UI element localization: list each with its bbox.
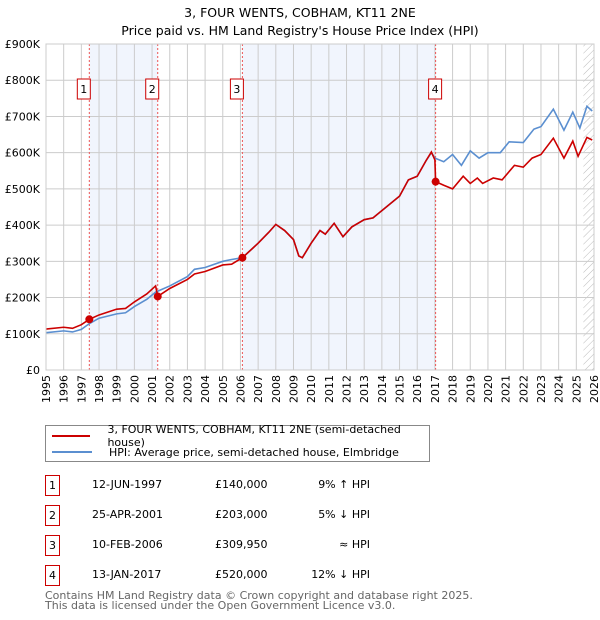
sale-marker-label: 2 [149,83,156,96]
x-tick-label: 2011 [323,375,336,403]
x-tick-label: 2008 [270,375,283,403]
sale-marker-box [428,78,443,100]
sale-point [431,177,440,186]
sale-price: £520,000 [215,568,268,581]
y-tick-label: £200K [5,292,41,305]
legend-label: 3, FOUR WENTS, COBHAM, KT11 2NE (semi-de… [107,423,401,449]
x-tick-label: 1998 [93,375,106,403]
sale-marker-label: 4 [432,83,439,96]
x-tick-label: 2024 [553,375,566,403]
y-tick-label: £400K [5,219,41,232]
y-tick-label: £700K [5,110,41,123]
x-tick-label: 2025 [570,375,583,403]
legend: 3, FOUR WENTS, COBHAM, KT11 2NE (semi-de… [45,423,430,462]
x-tick-label: 2013 [358,375,371,403]
sale-marker-badge: 1 [45,475,60,496]
x-tick-label: 2026 [588,375,600,403]
forecast-hatch [583,44,594,370]
x-tick-label: 2014 [376,375,389,403]
legend-item-property: 3, FOUR WENTS, COBHAM, KT11 2NE (semi-de… [46,423,429,449]
y-tick-label: £600K [5,147,41,160]
x-tick-label: 2015 [394,375,407,403]
y-tick-label: £100K [5,328,41,341]
sale-marker-label: 1 [80,83,87,96]
sale-marker-box [145,78,160,100]
hpi-comparison: ≈ HPI [339,538,370,551]
y-tick-label: £0 [26,364,40,377]
x-tick-label: 2019 [464,375,477,403]
sale-marker-badge: 4 [45,565,60,586]
x-tick-label: 2010 [305,375,318,403]
x-tick-label: 2016 [411,375,424,403]
sale-marker-label: 3 [233,83,240,96]
y-tick-label: £800K [5,74,41,87]
footer-licence: This data is licensed under the Open Gov… [45,599,396,612]
price-chart: 1995 1996 1997 1998 1999 2000 2001 2002 2003 2004… [5,38,600,403]
y-tick-label: £500K [5,183,41,196]
x-tick-label: 2012 [341,375,354,403]
sale-point [85,315,94,324]
sale-date: 25-APR-2001 [92,508,164,521]
sale-point [153,292,162,301]
x-tick-label: 2004 [199,375,212,403]
x-tick-label: 2007 [252,375,265,403]
hpi-comparison: 9% ↑ HPI [318,478,370,491]
x-tick-label: 2000 [128,375,141,403]
sale-point [238,253,247,262]
sale-marker-box [76,78,91,100]
x-tick-label: 2017 [429,375,442,403]
x-tick-label: 1999 [111,375,124,403]
sale-date: 13-JAN-2017 [92,568,162,581]
shaded-period [242,44,436,370]
sale-marker-box [229,78,244,100]
hpi-comparison: 5% ↓ HPI [318,508,370,521]
x-tick-label: 2002 [164,375,177,403]
sale-marker-badge: 2 [45,505,60,526]
footer-copyright: Contains HM Land Registry data © Crown c… [45,589,473,602]
x-tick-label: 2005 [217,375,230,403]
x-tick-label: 2001 [146,375,159,403]
x-tick-label: 1996 [58,375,71,403]
sale-price: £309,950 [215,538,268,551]
y-tick-label: £300K [5,255,41,268]
plot-border [45,43,595,371]
price-paid-line [45,136,593,330]
y-tick-label: £900K [5,38,41,51]
x-tick-label: 2018 [447,375,460,403]
x-tick-label: 2020 [482,375,495,403]
legend-item-hpi: HPI: Average price, semi-detached house,… [46,444,399,460]
legend-swatch [52,451,92,453]
x-tick-label: 1997 [75,375,88,403]
x-tick-label: 2021 [500,375,513,403]
sale-price: £203,000 [215,508,268,521]
chart-title: 3, FOUR WENTS, COBHAM, KT11 2NE [184,5,416,20]
sale-price: £140,000 [215,478,268,491]
hpi-comparison: 12% ↓ HPI [311,568,370,581]
sale-date: 10-FEB-2006 [92,538,163,551]
x-tick-label: 2023 [535,375,548,403]
chart-subtitle: Price paid vs. HM Land Registry's House … [121,23,479,38]
sale-marker-badge: 3 [45,535,60,556]
x-tick-label: 2009 [287,375,300,403]
x-tick-label: 2022 [517,375,530,403]
legend-swatch [52,435,91,437]
x-tick-label: 1995 [40,375,53,403]
x-tick-label: 2003 [181,375,194,403]
legend-label: HPI: Average price, semi-detached house,… [109,445,399,459]
x-tick-label: 2006 [234,375,247,403]
sale-date: 12-JUN-1997 [92,478,163,491]
